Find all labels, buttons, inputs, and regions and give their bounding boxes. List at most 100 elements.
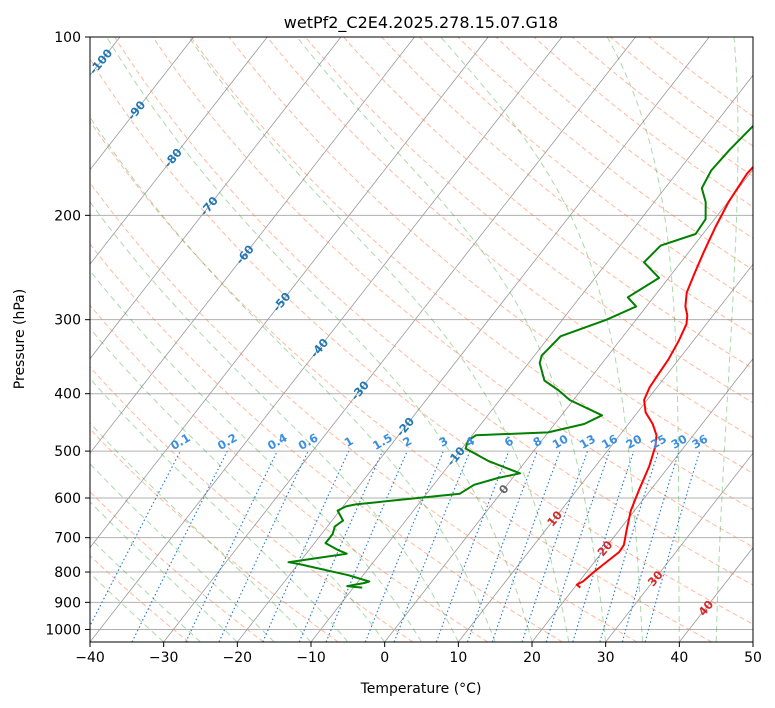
moist-adiabat-line xyxy=(90,377,349,642)
dry-adiabat-line xyxy=(190,37,753,511)
moist-adiabat-line xyxy=(715,37,739,642)
y-axis-label: Pressure (hPa) xyxy=(12,289,28,389)
mixing-ratio-label: 36 xyxy=(689,432,710,452)
y-tick-label: 300 xyxy=(54,313,81,329)
dry-adiabat-line xyxy=(90,366,414,642)
x-tick-label: 50 xyxy=(744,650,762,666)
isotherm-label: -50 xyxy=(270,289,294,314)
dewpoint-line xyxy=(287,124,753,589)
mixing-ratio-label: 1.5 xyxy=(370,430,395,452)
moist-adiabat-line xyxy=(440,37,643,642)
mixing-ratio-label: 0.4 xyxy=(265,430,290,452)
mixing-ratio-line xyxy=(325,450,408,642)
isotherm-line xyxy=(531,358,753,642)
isotherm-label: -90 xyxy=(124,98,148,123)
dry-adiabat-line xyxy=(90,554,190,642)
dry-adiabat-line xyxy=(457,37,753,271)
moist-adiabat-line xyxy=(90,269,422,642)
dry-adiabat-line xyxy=(90,120,712,642)
mixing-ratio-label: 1 xyxy=(342,434,356,450)
mixing-ratio-label: 6 xyxy=(502,434,516,450)
isotherm-label: -40 xyxy=(307,336,331,361)
isotherm-line xyxy=(90,37,489,549)
mixing-ratio-line xyxy=(644,450,701,642)
isotherm-line xyxy=(458,263,753,642)
moist-adiabat-lines xyxy=(90,37,739,642)
dry-adiabat-line xyxy=(90,182,638,642)
temperature-line xyxy=(575,165,753,589)
mixing-ratio-line xyxy=(466,450,538,642)
x-tick-label: 20 xyxy=(523,650,541,666)
x-tick-label: 40 xyxy=(670,650,688,666)
mixing-ratio-label: 20 xyxy=(623,432,644,452)
dry-adiabat-line xyxy=(90,304,488,642)
mixing-ratio-label: 2 xyxy=(400,434,414,450)
mixing-ratio-labels: 0.1 0.2 0.4 0.6 1 1.5 2 3 4 6 8 10 13 16 20 25 30 36 xyxy=(168,430,710,452)
isotherm-label: 30 xyxy=(645,568,666,589)
x-axis-label: Temperature (°C) xyxy=(360,681,482,697)
isotherm-label: -80 xyxy=(161,145,185,170)
isotherm-label: 0 xyxy=(496,482,512,497)
mixing-ratio-line xyxy=(572,450,635,642)
mixing-ratio-line xyxy=(185,450,278,642)
isotherm-line xyxy=(384,169,753,642)
plot-frame xyxy=(89,36,754,643)
moist-adiabat-line xyxy=(90,572,165,642)
mixing-ratio-label: 16 xyxy=(599,432,620,452)
y-tick-label: 900 xyxy=(54,595,81,611)
dry-adiabat-line xyxy=(90,58,753,625)
mixing-ratio-line xyxy=(262,450,350,642)
dry-adiabat-line xyxy=(114,37,753,586)
x-tick-label: 10 xyxy=(449,650,467,666)
isotherm-line xyxy=(752,641,753,642)
mixing-ratio-label: 25 xyxy=(648,432,669,452)
isotherm-label: -100 xyxy=(86,46,115,77)
dry-adiabat-line xyxy=(228,37,753,474)
y-axis-ticks: 100 200 300 400 500 600 700 800 900 1000 xyxy=(45,30,90,638)
moist-adiabat-line xyxy=(106,37,533,642)
profile-series xyxy=(287,124,753,589)
y-tick-label: 500 xyxy=(54,444,81,460)
isotherm-line xyxy=(90,37,194,171)
isotherm-lines xyxy=(90,37,753,642)
isotherm-line xyxy=(679,546,753,642)
isotherm-line xyxy=(310,74,753,642)
mixing-ratio-line xyxy=(599,450,660,642)
y-tick-label: 100 xyxy=(54,30,81,46)
moist-adiabat-line xyxy=(90,537,201,642)
dry-adiabat-line xyxy=(90,243,563,642)
x-tick-label: 0 xyxy=(380,650,389,666)
dry-adiabat-line xyxy=(90,491,264,642)
y-tick-label: 200 xyxy=(54,208,81,224)
mixing-ratio-line xyxy=(218,450,309,642)
mixing-ratio-line xyxy=(131,450,228,642)
y-tick-label: 800 xyxy=(54,565,81,581)
mixing-ratio-label: 30 xyxy=(669,432,690,452)
chart-title: wetPf2_C2E4.2025.278.15.07.G18 xyxy=(284,13,558,33)
plot-area: -100-90-80-70-60-50-40-30-20-10010203040… xyxy=(86,37,753,642)
mixing-ratio-label: 8 xyxy=(530,434,544,450)
y-tick-label: 700 xyxy=(54,531,81,547)
pressure-gridlines xyxy=(90,37,753,630)
mixing-ratio-line xyxy=(545,450,611,642)
moist-adiabat-line xyxy=(188,37,570,642)
moist-adiabat-line xyxy=(606,37,680,642)
dry-adiabat-line xyxy=(266,37,753,439)
mixing-ratio-line xyxy=(491,450,561,642)
mixing-ratio-line xyxy=(521,450,589,642)
mixing-ratio-line xyxy=(90,450,181,628)
moist-adiabat-line xyxy=(296,37,607,642)
isotherm-line xyxy=(90,37,268,265)
dry-adiabat-line xyxy=(343,37,753,370)
mixing-ratio-label: 3 xyxy=(436,434,450,450)
dry-adiabat-lines xyxy=(90,37,753,642)
isotherm-line xyxy=(90,37,563,642)
isotherm-label: 40 xyxy=(695,597,716,618)
y-tick-label: 400 xyxy=(54,387,81,403)
mixing-ratio-line xyxy=(435,450,510,642)
x-tick-label: −20 xyxy=(223,650,253,666)
mixing-ratio-label: 0.2 xyxy=(215,430,240,452)
moist-adiabat-line xyxy=(90,327,386,642)
moist-adiabat-line xyxy=(90,116,496,642)
